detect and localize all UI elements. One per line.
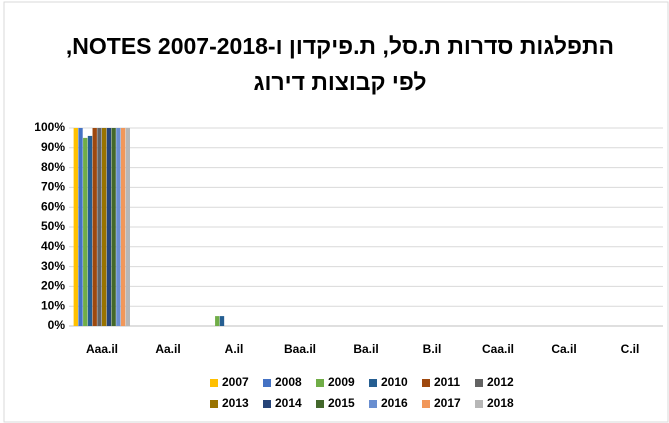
x-tick-label: C.il (621, 342, 640, 356)
legend-label: 2018 (487, 396, 514, 410)
bar (97, 128, 102, 326)
bar (87, 135, 93, 326)
legend-label: 2013 (222, 396, 249, 410)
legend-swatch (210, 379, 218, 387)
legend-swatch (369, 400, 377, 408)
bar (73, 128, 78, 326)
bar (219, 316, 225, 326)
y-tick-label: 20% (41, 279, 65, 293)
y-tick-label: 50% (41, 219, 65, 233)
legend-swatch (263, 400, 271, 408)
bar (116, 128, 121, 326)
legend-swatch (422, 400, 430, 408)
y-tick-label: 0% (48, 318, 66, 332)
x-tick-label: Caa.il (482, 342, 514, 356)
legend-label: 2014 (275, 396, 302, 410)
bar (215, 316, 220, 326)
x-tick-label: Baa.il (284, 342, 316, 356)
bar (120, 128, 126, 326)
legend-swatch (422, 379, 430, 387)
bar (83, 137, 88, 326)
legend-label: 2015 (328, 396, 355, 410)
chart-title: לפי קבוצות דירוג (253, 69, 426, 95)
x-tick-label: Aaa.il (86, 342, 118, 356)
bar (106, 128, 112, 326)
chart-title: התפלגות סדרות ת.סל, ת.פיקדון ו-NOTES 200… (66, 33, 614, 59)
y-tick-label: 40% (41, 239, 65, 253)
x-tick-label: Ba.il (353, 342, 378, 356)
x-tick-label: Ca.il (551, 342, 576, 356)
bar (111, 128, 116, 326)
legend-label: 2016 (381, 396, 408, 410)
y-tick-label: 100% (34, 120, 65, 134)
x-tick-label: Aa.il (155, 342, 180, 356)
legend-swatch (475, 400, 483, 408)
legend-label: 2010 (381, 375, 408, 389)
y-tick-label: 90% (41, 140, 65, 154)
legend-label: 2008 (275, 375, 302, 389)
bar (78, 128, 83, 326)
y-tick-label: 60% (41, 199, 65, 213)
legend-label: 2007 (222, 375, 249, 389)
legend-label: 2011 (434, 375, 460, 389)
legend-swatch (263, 379, 271, 387)
legend-swatch (369, 379, 377, 387)
y-tick-label: 70% (41, 180, 65, 194)
bar (125, 128, 131, 326)
legend-label: 2009 (328, 375, 355, 389)
legend-swatch (316, 379, 324, 387)
legend-label: 2017 (434, 396, 461, 410)
legend-swatch (475, 379, 483, 387)
y-tick-label: 30% (41, 259, 65, 273)
bar (92, 128, 97, 326)
x-tick-label: B.il (423, 342, 442, 356)
y-tick-label: 10% (41, 298, 65, 312)
bar (102, 128, 107, 326)
y-tick-label: 80% (41, 160, 65, 174)
x-tick-label: A.il (225, 342, 244, 356)
legend-swatch (210, 400, 218, 408)
legend-label: 2012 (487, 375, 514, 389)
legend-swatch (316, 400, 324, 408)
